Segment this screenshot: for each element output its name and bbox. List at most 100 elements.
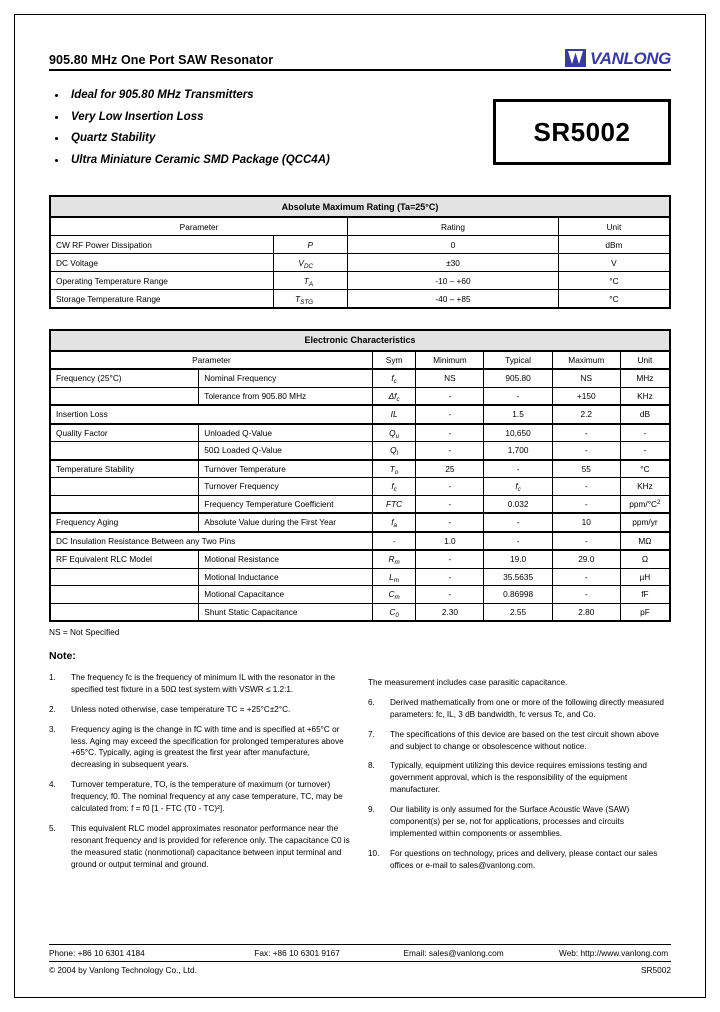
cell-rating: ±30 (347, 253, 559, 272)
cell-max: 55 (551, 458, 621, 478)
footer-email[interactable]: Email: sales@vanlong.com (403, 948, 504, 958)
cell-max: 2.80 (551, 602, 621, 622)
table-row: Shunt Static Capacitance C0 2.30 2.55 2.… (49, 602, 671, 622)
cell-symbol: TA (272, 271, 349, 290)
cell-unit: fF (619, 585, 671, 604)
cell-symbol: VDC (272, 253, 349, 272)
cell-unit: °C (619, 458, 671, 478)
cell-unit: µH (619, 567, 671, 586)
cell-symbol: - (371, 530, 417, 551)
list-item: Quartz Stability (49, 132, 330, 144)
table-row: Storage Temperature Range TSTG -40 – +85… (49, 289, 671, 309)
cell-parameter: CW RF Power Dissipation (49, 235, 274, 254)
cell-symbol: Qu (371, 422, 417, 442)
list-item: Very Low Insertion Loss (49, 111, 330, 123)
list-item: Ultra Miniature Ceramic SMD Package (QCC… (49, 154, 330, 166)
notes-left-column: 1. The frequency fc is the frequency of … (49, 672, 352, 880)
cell-typ: 0.032 (483, 494, 553, 514)
cell-parameter: DC Voltage (49, 253, 274, 272)
cell-max: 10 (551, 512, 621, 532)
table-row: Motional Capacitance Cm - 0.86998 - fF (49, 585, 671, 604)
cell-max: - (551, 585, 621, 604)
column-header-typical: Typical (483, 350, 553, 370)
note-text: Derived mathematically from one or more … (390, 697, 664, 719)
cell-group (49, 602, 200, 622)
note-number: 1. (49, 673, 56, 682)
cell-subparameter: Motional Resistance (198, 549, 373, 569)
cell-symbol: Lm (371, 567, 417, 586)
table-row: DC Voltage VDC ±30 V (49, 253, 671, 272)
absolute-maximum-rating-table: Absolute Maximum Rating (Ta=25°C) Parame… (49, 195, 671, 309)
cell-min: - (415, 404, 485, 424)
cell-symbol: Δfc (371, 386, 417, 406)
cell-typ: 19.0 (483, 549, 553, 569)
cell-min: 25 (415, 458, 485, 478)
cell-typ: 1,700 (483, 441, 553, 460)
vanlong-v-mark-icon (565, 49, 587, 67)
note-item: 6. Derived mathematically from one or mo… (368, 697, 671, 721)
column-header-parameter: Parameter (49, 350, 373, 370)
cell-group: Quality Factor (49, 422, 200, 442)
column-header-minimum: Minimum (415, 350, 485, 370)
cell-subparameter: Motional Capacitance (198, 585, 373, 604)
cell-subparameter: Nominal Frequency (198, 368, 373, 388)
table-row: 50Ω Loaded Q-Value Ql - 1,700 - - (49, 441, 671, 460)
features-section: Ideal for 905.80 MHz Transmitters Very L… (49, 85, 671, 175)
cell-min: 2.30 (415, 602, 485, 622)
table-row: RF Equivalent RLC Model Motional Resista… (49, 549, 671, 569)
cell-min: - (415, 549, 485, 569)
cell-group (49, 494, 200, 514)
part-number-box: SR5002 (493, 99, 671, 165)
table-caption: Electronic Characteristics (49, 329, 671, 352)
cell-typ: - (483, 512, 553, 532)
cell-unit: KHz (619, 477, 671, 496)
note-item: 8. Typically, equipment utilizing this d… (368, 760, 671, 796)
cell-max: - (551, 494, 621, 514)
note-text: Frequency aging is the change in fC with… (71, 724, 344, 770)
cell-subparameter: Turnover Frequency (198, 477, 373, 496)
note-item: 7. The specifications of this device are… (368, 729, 671, 753)
cell-max: - (551, 441, 621, 460)
cell-max: - (551, 422, 621, 442)
note-text: For questions on technology, prices and … (390, 848, 658, 870)
cell-typ: - (483, 530, 553, 551)
note-text: Our liability is only assumed for the Su… (390, 805, 630, 838)
cell-min: - (415, 441, 485, 460)
footer-contact-row: Phone: +86 10 6301 4184 Fax: +86 10 6301… (49, 945, 671, 962)
cell-unit: dB (619, 404, 671, 424)
table-row: Frequency (25°C) Nominal Frequency fc NS… (49, 368, 671, 388)
cell-max: - (551, 530, 621, 551)
note-number: 3. (49, 724, 56, 734)
note-number: 7. (368, 729, 375, 739)
cell-group: RF Equivalent RLC Model (49, 549, 200, 569)
cell-symbol: Ql (371, 441, 417, 460)
table-row: Temperature Stability Turnover Temperatu… (49, 458, 671, 478)
footer-doc-id: SR5002 (641, 965, 671, 975)
cell-group: Insertion Loss (49, 404, 373, 424)
cell-typ: 0.86998 (483, 585, 553, 604)
note-text: The specifications of this device are ba… (390, 729, 659, 751)
table-caption: Absolute Maximum Rating (Ta=25°C) (49, 195, 671, 218)
cell-rating: 0 (347, 235, 559, 254)
cell-unit: dBm (557, 235, 671, 254)
note-number: 4. (49, 780, 56, 790)
ns-legend: NS = Not Specified (49, 627, 120, 637)
cell-min: - (415, 567, 485, 586)
cell-subparameter: Tolerance from 905.80 MHz (198, 386, 373, 406)
note-heading: Note: (49, 650, 76, 662)
footer-web[interactable]: Web: http://www.vanlong.com (559, 948, 669, 958)
cell-unit: MΩ (619, 530, 671, 551)
cell-unit: - (619, 441, 671, 460)
footer-copyright-row: © 2004 by Vanlong Technology Co., Ltd. S… (49, 962, 671, 975)
list-item: Ideal for 905.80 MHz Transmitters (49, 89, 330, 101)
cell-max: - (551, 567, 621, 586)
cell-group: DC Insulation Resistance Between any Two… (49, 530, 373, 551)
cell-symbol: To (371, 458, 417, 478)
table-row: DC Insulation Resistance Between any Two… (49, 530, 671, 551)
cell-subparameter: Unloaded Q-Value (198, 422, 373, 442)
cell-max: - (551, 477, 621, 496)
cell-typ: 2.55 (483, 602, 553, 622)
cell-unit: ppm/°C2 (619, 494, 671, 514)
cell-symbol: FTC (371, 494, 417, 514)
